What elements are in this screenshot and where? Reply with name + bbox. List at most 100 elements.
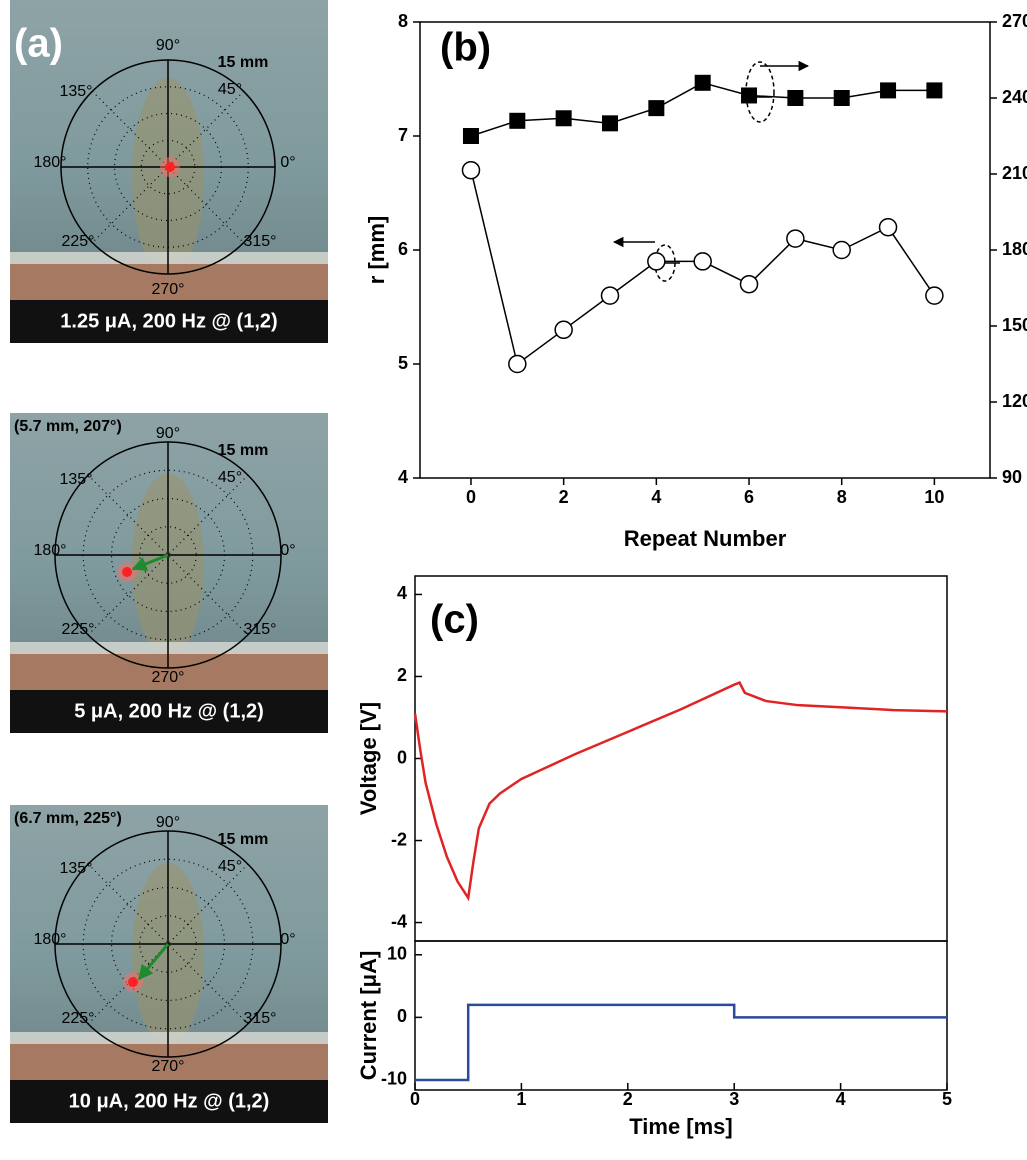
data-line xyxy=(415,1003,947,1082)
stim-point xyxy=(165,162,175,172)
marker xyxy=(554,320,573,340)
polar-diagonal xyxy=(91,90,245,244)
marker xyxy=(833,90,850,106)
y-axis-label: r [mm] xyxy=(364,216,389,284)
y-tick-label: 10 xyxy=(387,944,407,964)
direction-arrow xyxy=(137,943,170,981)
angle-label: 0° xyxy=(280,931,295,948)
y-tick-label: -10 xyxy=(381,1069,407,1089)
polar-diagonal xyxy=(91,90,245,244)
y-tick-label: 4 xyxy=(397,583,407,603)
stim-point xyxy=(122,567,132,577)
x-tick-label: 4 xyxy=(836,1089,846,1109)
radius-label: 15 mm xyxy=(218,831,269,848)
stim-point xyxy=(128,977,138,987)
caption: 5 μA, 200 Hz @ (1,2) xyxy=(74,700,264,722)
y-tick-label: -2 xyxy=(391,829,407,849)
y-axis-label: Current [μA] xyxy=(356,951,381,1081)
angle-label: 315° xyxy=(243,233,276,250)
marker xyxy=(600,286,620,305)
angle-label: 0° xyxy=(280,154,295,171)
y-tick-label: 2 xyxy=(397,665,407,685)
marker xyxy=(787,90,804,106)
marker xyxy=(832,240,851,260)
angle-label: 315° xyxy=(243,621,276,638)
x-tick-label: 2 xyxy=(559,487,569,507)
marker xyxy=(786,229,805,248)
caption: 10 μA, 200 Hz @ (1,2) xyxy=(69,1090,270,1112)
caption-bar xyxy=(10,300,328,343)
radius-label: 15 mm xyxy=(218,442,269,459)
coords-label: (5.7 mm, 207°) xyxy=(14,418,122,435)
y-axis-label: Voltage [V] xyxy=(356,702,381,815)
annotation xyxy=(612,60,810,282)
angle-label: 135° xyxy=(59,83,92,100)
plot-frame xyxy=(414,575,948,942)
angle-label: 90° xyxy=(156,814,180,831)
marker xyxy=(739,274,759,294)
marker xyxy=(878,217,898,237)
marker xyxy=(509,112,526,129)
angle-label: 180° xyxy=(33,154,66,171)
x-tick-label: 10 xyxy=(924,487,944,507)
angle-label: 90° xyxy=(156,37,180,54)
ledge xyxy=(10,1032,328,1044)
angle-label: 270° xyxy=(151,669,184,686)
angle-label: 270° xyxy=(151,281,184,298)
y-tick-label: 5 xyxy=(398,353,408,373)
x-tick-label: 4 xyxy=(651,487,661,507)
angle-label: 180° xyxy=(33,931,66,948)
marker xyxy=(880,82,897,99)
x-axis-label: Repeat Number xyxy=(624,526,787,551)
marker xyxy=(602,115,618,132)
y2-tick-label: 120 xyxy=(1002,391,1027,411)
y-tick-label: -4 xyxy=(391,911,407,931)
ledge xyxy=(10,642,328,654)
angle-label: 270° xyxy=(151,1058,184,1075)
x-tick-label: 5 xyxy=(942,1089,952,1109)
x-tick-label: 8 xyxy=(837,487,847,507)
y2-tick-label: 210 xyxy=(1002,163,1027,183)
x-tick-label: 0 xyxy=(466,487,476,507)
photo-panel: 0° 45° 90° 135° 180° 225° 270° 315° 15 mm (5.7 mm… xyxy=(10,413,328,733)
marker xyxy=(741,87,758,104)
y-tick-label: 7 xyxy=(398,125,408,145)
panel-label: (a) xyxy=(14,22,63,66)
ground xyxy=(10,262,328,300)
photo-panel: 0° 45° 90° 135° 180° 225° 270° 315° 15 mm (6.7 mm… xyxy=(10,805,328,1123)
ground xyxy=(10,1042,328,1080)
x-tick-label: 0 xyxy=(410,1089,420,1109)
y-tick-label: 8 xyxy=(398,11,408,31)
y-tick-label: 0 xyxy=(397,1006,407,1026)
panel-label: (c) xyxy=(430,598,479,642)
angle-label: 90° xyxy=(156,425,180,442)
y2-tick-label: 90 xyxy=(1002,467,1022,487)
angle-label: 180° xyxy=(33,542,66,559)
marker xyxy=(693,252,712,271)
plot-frame xyxy=(414,940,948,1091)
marker xyxy=(694,74,711,91)
data-line xyxy=(413,681,948,902)
marker xyxy=(647,252,666,271)
angle-label: 0° xyxy=(280,542,295,559)
x-tick-label: 1 xyxy=(516,1089,526,1109)
y-tick-label: 0 xyxy=(397,747,407,767)
y2-tick-label: 270 xyxy=(1002,11,1027,31)
y2-tick-label: 150 xyxy=(1002,315,1027,335)
marker xyxy=(462,128,479,144)
y-tick-label: 4 xyxy=(398,467,408,487)
angle-label: 45° xyxy=(218,81,242,98)
direction-arrow xyxy=(131,553,169,571)
y2-tick-label: 240 xyxy=(1002,87,1027,107)
marker xyxy=(508,354,527,374)
caption-bar xyxy=(10,1080,328,1123)
coords-label: (6.7 mm, 225°) xyxy=(14,810,122,827)
angle-label: 135° xyxy=(59,471,92,488)
angle-label: 225° xyxy=(61,233,94,250)
angle-label: 225° xyxy=(61,621,94,638)
caption: 1.25 μA, 200 Hz @ (1,2) xyxy=(60,310,277,332)
panel-label: (b) xyxy=(440,26,491,70)
x-tick-label: 6 xyxy=(744,487,754,507)
marker xyxy=(555,110,572,127)
